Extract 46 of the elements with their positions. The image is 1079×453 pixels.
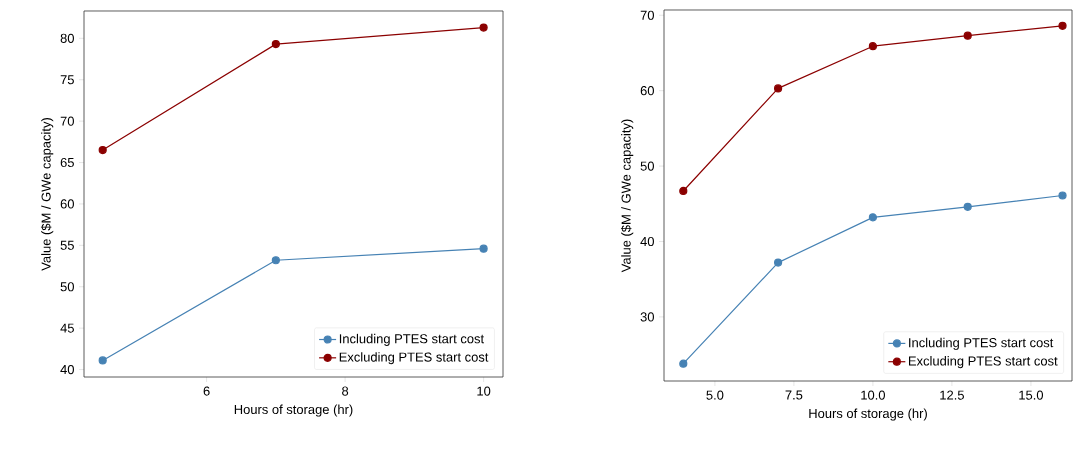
x-axis-title: Hours of storage (hr) bbox=[809, 408, 927, 421]
point bbox=[479, 23, 488, 32]
y-tick-label: 75 bbox=[60, 75, 74, 85]
legend-label: Excluding PTES start cost bbox=[909, 356, 1058, 369]
y-tick-label: 60 bbox=[60, 199, 74, 209]
point bbox=[774, 84, 783, 93]
point bbox=[271, 40, 280, 49]
y-tick-label: 50 bbox=[640, 161, 654, 171]
point bbox=[1058, 191, 1067, 200]
x-tick-label: 10.0 bbox=[861, 390, 886, 400]
point bbox=[271, 256, 280, 265]
y-tick-label: 70 bbox=[640, 10, 654, 20]
y-tick-label: 60 bbox=[640, 86, 654, 96]
x-axis-title: Hours of storage (hr) bbox=[234, 404, 353, 417]
point bbox=[98, 356, 107, 365]
y-axis-title: Value ($M / GWe capacity) bbox=[40, 118, 54, 271]
legend-label: Including PTES start cost bbox=[339, 333, 484, 346]
point bbox=[679, 359, 688, 368]
y-tick-label: 65 bbox=[60, 157, 74, 168]
legend-label: Excluding PTES start cost bbox=[339, 352, 489, 365]
y-axis-title: Value ($M / GWe capacity) bbox=[620, 119, 634, 273]
y-tick-label: 70 bbox=[60, 116, 74, 126]
point bbox=[679, 186, 688, 196]
x-tick-label: 12.5 bbox=[940, 390, 964, 400]
y-tick-label: 45 bbox=[60, 323, 74, 333]
y-tick-label: 40 bbox=[640, 236, 654, 247]
y-tick-label: 50 bbox=[60, 282, 74, 292]
point bbox=[774, 258, 783, 267]
point bbox=[1058, 21, 1067, 30]
y-tick-label: 55 bbox=[60, 240, 74, 250]
point bbox=[963, 202, 972, 211]
x-tick-label: 10 bbox=[477, 386, 491, 396]
point bbox=[963, 31, 972, 40]
point bbox=[98, 146, 107, 155]
x-tick-label: 5.0 bbox=[706, 390, 724, 400]
y-tick-label: 30 bbox=[640, 312, 654, 322]
point bbox=[868, 42, 878, 51]
x-tick-label: 15.0 bbox=[1019, 390, 1044, 400]
point bbox=[479, 244, 488, 253]
x-tick-label: 8 bbox=[342, 386, 349, 396]
point bbox=[868, 213, 878, 222]
x-tick-label: 7.5 bbox=[785, 390, 803, 400]
legend-label: Including PTES start cost bbox=[909, 337, 1054, 350]
y-tick-label: 40 bbox=[60, 364, 74, 375]
y-tick-label: 80 bbox=[60, 33, 74, 43]
x-tick-label: 6 bbox=[203, 386, 210, 396]
